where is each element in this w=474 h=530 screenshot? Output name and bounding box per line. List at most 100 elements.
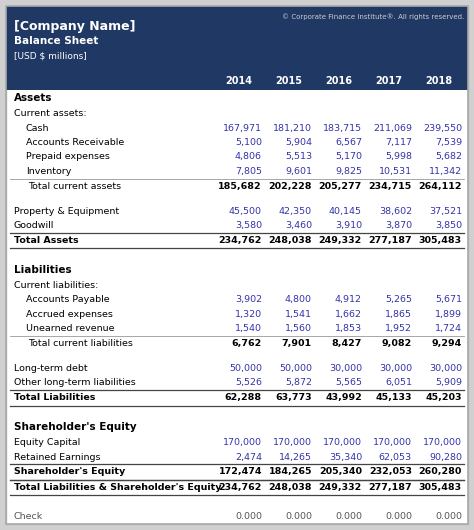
Text: Equity Capital: Equity Capital — [14, 438, 80, 447]
Text: 4,912: 4,912 — [335, 295, 362, 304]
Text: 30,000: 30,000 — [329, 364, 362, 373]
Text: 42,350: 42,350 — [279, 207, 312, 216]
Text: 5,513: 5,513 — [285, 153, 312, 162]
Text: 45,203: 45,203 — [426, 393, 462, 402]
Text: 232,053: 232,053 — [369, 467, 412, 476]
Text: 170,000: 170,000 — [423, 438, 462, 447]
Text: 7,805: 7,805 — [235, 167, 262, 176]
Text: 2014: 2014 — [226, 76, 253, 86]
Text: Total Liabilities: Total Liabilities — [14, 393, 95, 402]
Text: 1,952: 1,952 — [385, 324, 412, 333]
Text: Check: Check — [14, 512, 43, 521]
Text: 234,715: 234,715 — [369, 182, 412, 191]
Text: 6,762: 6,762 — [232, 339, 262, 348]
Text: 7,117: 7,117 — [385, 138, 412, 147]
Text: 3,902: 3,902 — [235, 295, 262, 304]
Text: 181,210: 181,210 — [273, 123, 312, 132]
Text: 305,483: 305,483 — [419, 236, 462, 245]
Text: 205,277: 205,277 — [319, 182, 362, 191]
Text: 3,850: 3,850 — [435, 221, 462, 230]
Text: 30,000: 30,000 — [379, 364, 412, 373]
Text: 172,474: 172,474 — [219, 467, 262, 476]
Bar — [6, 6, 468, 72]
Text: 45,500: 45,500 — [229, 207, 262, 216]
Text: 5,170: 5,170 — [335, 153, 362, 162]
Text: 249,332: 249,332 — [319, 483, 362, 492]
Text: 9,082: 9,082 — [382, 339, 412, 348]
Text: 5,526: 5,526 — [235, 378, 262, 387]
Text: 170,000: 170,000 — [273, 438, 312, 447]
Text: Other long-term liabilities: Other long-term liabilities — [14, 378, 136, 387]
Text: 0.000: 0.000 — [335, 512, 362, 521]
Text: 2,474: 2,474 — [235, 453, 262, 462]
Text: 9,601: 9,601 — [285, 167, 312, 176]
Text: 1,320: 1,320 — [235, 310, 262, 319]
Text: 5,265: 5,265 — [385, 295, 412, 304]
Text: Total current assets: Total current assets — [28, 182, 121, 191]
Text: © Corporate Finance Institute®. All rights reserved.: © Corporate Finance Institute®. All righ… — [282, 13, 464, 20]
Text: 5,671: 5,671 — [435, 295, 462, 304]
Text: 5,100: 5,100 — [235, 138, 262, 147]
Text: 1,724: 1,724 — [435, 324, 462, 333]
Text: 5,998: 5,998 — [385, 153, 412, 162]
Text: 3,910: 3,910 — [335, 221, 362, 230]
Text: Retained Earnings: Retained Earnings — [14, 453, 100, 462]
Text: 2015: 2015 — [275, 76, 302, 86]
Text: 277,187: 277,187 — [368, 236, 412, 245]
Text: 3,870: 3,870 — [385, 221, 412, 230]
Text: 5,565: 5,565 — [335, 378, 362, 387]
Text: 183,715: 183,715 — [323, 123, 362, 132]
Text: Inventory: Inventory — [26, 167, 72, 176]
Text: 239,550: 239,550 — [423, 123, 462, 132]
Text: Shareholder's Equity: Shareholder's Equity — [14, 422, 137, 432]
Text: 4,806: 4,806 — [235, 153, 262, 162]
Text: 248,038: 248,038 — [268, 236, 312, 245]
Text: 37,521: 37,521 — [429, 207, 462, 216]
Text: 6,567: 6,567 — [335, 138, 362, 147]
Text: 0.000: 0.000 — [385, 512, 412, 521]
Text: 0.000: 0.000 — [235, 512, 262, 521]
Text: 2018: 2018 — [426, 76, 453, 86]
Text: Liabilities: Liabilities — [14, 265, 72, 275]
Text: Accounts Payable: Accounts Payable — [26, 295, 109, 304]
Text: Shareholder's Equity: Shareholder's Equity — [14, 467, 125, 476]
Text: 211,069: 211,069 — [373, 123, 412, 132]
Text: 35,340: 35,340 — [329, 453, 362, 462]
Text: Balance Sheet: Balance Sheet — [14, 36, 99, 46]
Text: 40,145: 40,145 — [329, 207, 362, 216]
Text: 249,332: 249,332 — [319, 236, 362, 245]
Text: 5,909: 5,909 — [435, 378, 462, 387]
Text: 305,483: 305,483 — [419, 483, 462, 492]
Text: 10,531: 10,531 — [379, 167, 412, 176]
Text: Prepaid expenses: Prepaid expenses — [26, 153, 110, 162]
Text: 7,901: 7,901 — [282, 339, 312, 348]
Text: 30,000: 30,000 — [429, 364, 462, 373]
Text: 62,288: 62,288 — [225, 393, 262, 402]
Text: 1,853: 1,853 — [335, 324, 362, 333]
Text: 170,000: 170,000 — [223, 438, 262, 447]
Text: Long-term debt: Long-term debt — [14, 364, 88, 373]
Text: 5,682: 5,682 — [435, 153, 462, 162]
Text: 3,580: 3,580 — [235, 221, 262, 230]
Text: 264,112: 264,112 — [419, 182, 462, 191]
Text: 6,051: 6,051 — [385, 378, 412, 387]
Text: 234,762: 234,762 — [219, 483, 262, 492]
Text: 90,280: 90,280 — [429, 453, 462, 462]
Text: 50,000: 50,000 — [279, 364, 312, 373]
Text: 11,342: 11,342 — [429, 167, 462, 176]
Text: 50,000: 50,000 — [229, 364, 262, 373]
Text: Property & Equipment: Property & Equipment — [14, 207, 119, 216]
Text: [Company Name]: [Company Name] — [14, 20, 136, 33]
Text: 205,340: 205,340 — [319, 467, 362, 476]
Text: 38,602: 38,602 — [379, 207, 412, 216]
Text: 4,800: 4,800 — [285, 295, 312, 304]
Text: 9,294: 9,294 — [432, 339, 462, 348]
Text: 1,540: 1,540 — [235, 324, 262, 333]
Text: Unearned revenue: Unearned revenue — [26, 324, 115, 333]
Text: 202,228: 202,228 — [268, 182, 312, 191]
Text: 62,053: 62,053 — [379, 453, 412, 462]
Text: 167,971: 167,971 — [223, 123, 262, 132]
Text: Current assets:: Current assets: — [14, 109, 87, 118]
Text: 9,825: 9,825 — [335, 167, 362, 176]
Text: 1,541: 1,541 — [285, 310, 312, 319]
